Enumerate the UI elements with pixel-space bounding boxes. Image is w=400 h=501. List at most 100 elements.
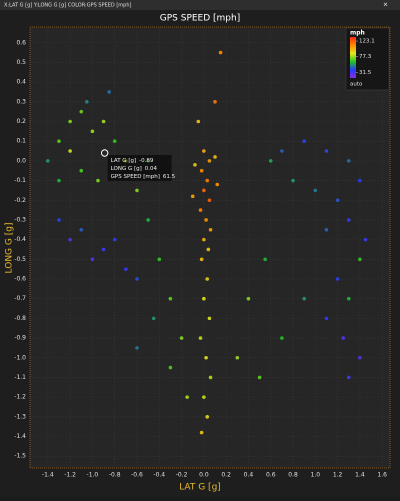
y-tick-label: -0.1 xyxy=(14,177,26,184)
y-tick-label: 0.3 xyxy=(16,98,26,105)
point xyxy=(79,168,84,173)
tooltip-line: LONG G [g] 0.04 xyxy=(111,166,158,172)
color-legend: mph 123.1 77.3 31.5 auto xyxy=(345,27,390,91)
x-tick-label: 0.0 xyxy=(199,472,209,479)
point xyxy=(207,198,212,203)
x-tick-label: 1.0 xyxy=(311,472,321,479)
point xyxy=(346,375,351,380)
point xyxy=(208,375,213,380)
y-tick-label: -1.3 xyxy=(14,413,26,420)
x-tick-label: 0.6 xyxy=(266,472,276,479)
point xyxy=(208,227,213,232)
point xyxy=(280,149,284,153)
point xyxy=(107,90,111,94)
point xyxy=(204,218,208,222)
tooltip-value: 61.5 xyxy=(163,174,176,180)
point xyxy=(79,227,84,232)
point xyxy=(193,163,197,167)
y-tick-label: -0.9 xyxy=(14,335,26,342)
tooltip-marker xyxy=(100,149,109,157)
window-bar xyxy=(0,0,400,10)
point xyxy=(246,296,251,301)
tooltip-value: 0.04 xyxy=(145,166,158,172)
legend-mode: auto xyxy=(350,82,363,88)
point xyxy=(85,100,89,104)
x-tick-label: -1.0 xyxy=(87,472,99,479)
point xyxy=(291,178,295,183)
y-tick-label: -0.5 xyxy=(14,256,26,263)
y-tick-label: 0.1 xyxy=(16,138,26,145)
point xyxy=(204,355,208,360)
point xyxy=(358,355,362,360)
legend-gradient xyxy=(350,37,356,78)
y-tick-label: -0.4 xyxy=(14,236,26,243)
point xyxy=(324,316,329,321)
x-tick-label: 1.4 xyxy=(355,472,365,479)
point xyxy=(135,346,139,350)
chart-title: GPS SPEED [mph] xyxy=(160,14,241,24)
point xyxy=(185,395,189,399)
legend-title: mph xyxy=(350,30,365,37)
point xyxy=(112,139,117,143)
point xyxy=(235,355,240,360)
point xyxy=(190,194,195,199)
point xyxy=(101,119,106,124)
point xyxy=(263,257,267,262)
x-tick-label: -0.2 xyxy=(176,472,188,479)
point xyxy=(202,395,206,399)
y-tick-label: -1.1 xyxy=(14,374,26,381)
points xyxy=(46,50,368,435)
point xyxy=(280,336,284,340)
x-tick-label: 1.6 xyxy=(377,472,387,479)
point xyxy=(363,237,368,242)
legend-tick-label: 123.1 xyxy=(359,39,375,45)
point xyxy=(358,178,362,183)
tooltip-label: LAT G [g] xyxy=(111,158,136,164)
point xyxy=(199,168,204,173)
tooltip-line: GPS SPEED [mph] 61.5 xyxy=(111,174,176,180)
point xyxy=(198,336,203,340)
y-tick-label: -0.8 xyxy=(14,315,26,322)
point xyxy=(205,178,210,183)
legend-tick-label: 31.5 xyxy=(359,70,372,76)
x-tick-label: -1.2 xyxy=(64,472,76,479)
pin-button[interactable]: ✕ xyxy=(383,2,388,9)
x-tick-label: 1.2 xyxy=(333,472,343,479)
point xyxy=(257,375,262,380)
point xyxy=(324,149,329,153)
window-title: X:LAT G [g] Y:LONG G [g] COLOR:GPS SPEED… xyxy=(4,3,132,9)
tooltip-label: GPS SPEED [mph] xyxy=(111,174,160,180)
x-tick-label: -0.6 xyxy=(131,472,143,479)
legend-tick-label: 77.3 xyxy=(359,54,372,60)
point xyxy=(199,430,204,435)
point xyxy=(335,198,340,203)
point xyxy=(146,218,150,222)
point xyxy=(57,139,61,143)
point xyxy=(202,237,206,242)
point xyxy=(179,336,184,340)
point xyxy=(198,208,203,212)
point xyxy=(324,227,329,232)
point xyxy=(207,159,212,163)
point xyxy=(68,237,72,242)
overlay: mph 123.1 77.3 31.5 auto LAT G [g] -0.89 LONG G… xyxy=(100,27,390,181)
y-tick-label: -0.2 xyxy=(14,197,26,204)
y-axis-label: LONG G [g] xyxy=(5,223,15,274)
y-tick-label: 0.4 xyxy=(16,79,26,86)
point xyxy=(199,257,204,262)
point xyxy=(313,188,318,193)
y-tick-label: 0.6 xyxy=(16,39,26,46)
point xyxy=(218,50,223,55)
point xyxy=(205,415,210,419)
point xyxy=(206,247,211,252)
point xyxy=(112,237,117,242)
point xyxy=(96,178,100,183)
point xyxy=(68,149,72,153)
point xyxy=(135,188,139,193)
y-tick-label: -1.5 xyxy=(14,453,26,460)
x-tick-label: 0.4 xyxy=(244,472,254,479)
tooltip-box xyxy=(107,155,172,181)
point xyxy=(346,296,351,301)
point xyxy=(68,119,72,124)
